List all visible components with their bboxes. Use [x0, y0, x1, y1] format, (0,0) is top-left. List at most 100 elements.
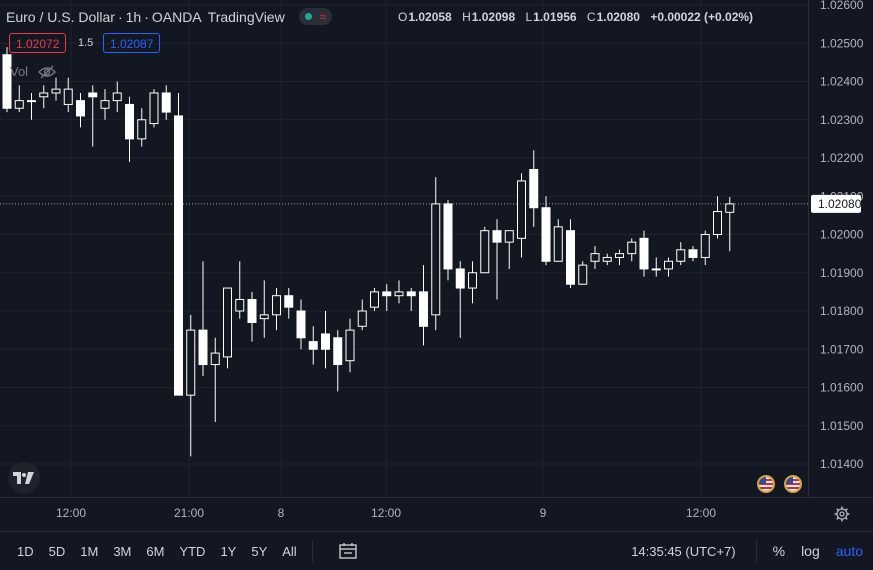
separator: ·: [144, 8, 149, 25]
market-status-pill[interactable]: ≈: [298, 8, 333, 25]
candle[interactable]: [296, 299, 306, 350]
candle[interactable]: [382, 284, 392, 311]
candle[interactable]: [615, 249, 624, 266]
candle[interactable]: [51, 77, 61, 101]
time-axis[interactable]: 12:00 21:00 8 12:00 9 12:00: [0, 497, 873, 521]
broker-label[interactable]: OANDA: [151, 8, 202, 25]
candle-body: [223, 287, 232, 358]
candle[interactable]: [480, 226, 490, 274]
eye-off-icon[interactable]: [38, 65, 56, 79]
range-button-ytd[interactable]: YTD: [179, 543, 206, 559]
time-tick-label: 12:00: [56, 506, 86, 520]
timezone-clock[interactable]: 14:35:45 (UTC+7): [631, 543, 736, 559]
candle[interactable]: [76, 92, 85, 128]
range-button-3m[interactable]: 3M: [113, 543, 132, 559]
candle[interactable]: [529, 150, 539, 227]
candle[interactable]: [651, 257, 661, 277]
symbol-header[interactable]: Euro / U.S. Dollar · 1h · OANDA TradingV…: [6, 8, 333, 25]
candle[interactable]: [333, 330, 343, 392]
candle[interactable]: [112, 81, 122, 113]
candle-body: [63, 88, 73, 105]
candle[interactable]: [345, 318, 355, 373]
candle[interactable]: [174, 92, 183, 396]
range-button-all[interactable]: All: [282, 543, 297, 559]
buy-button[interactable]: 1.02087: [103, 33, 161, 53]
candle[interactable]: [725, 197, 735, 252]
candle[interactable]: [321, 311, 330, 369]
candle[interactable]: [431, 177, 441, 331]
range-button-1m[interactable]: 1M: [80, 543, 99, 559]
candle[interactable]: [566, 219, 575, 289]
range-button-1d[interactable]: 1D: [17, 543, 34, 559]
candle[interactable]: [578, 261, 588, 285]
candle[interactable]: [370, 288, 379, 311]
candle[interactable]: [308, 326, 318, 365]
price-chart[interactable]: 1.026001.025001.024001.023001.022001.021…: [0, 0, 873, 531]
us-event-flag-icon[interactable]: [784, 475, 802, 493]
symbol-name[interactable]: Euro / U.S. Dollar: [6, 8, 115, 25]
candle[interactable]: [63, 77, 73, 113]
candle[interactable]: [186, 314, 196, 457]
candle[interactable]: [39, 85, 49, 109]
price-axis[interactable]: 1.026001.025001.024001.023001.022001.021…: [808, 0, 864, 497]
auto-scale-toggle[interactable]: auto: [835, 543, 863, 559]
candle[interactable]: [2, 47, 12, 113]
candle[interactable]: [664, 257, 673, 277]
candle[interactable]: [602, 253, 612, 266]
volume-legend[interactable]: Vol: [10, 64, 56, 79]
candle[interactable]: [688, 245, 698, 262]
tradingview-logo[interactable]: [8, 462, 40, 494]
candle[interactable]: [517, 173, 526, 258]
candle[interactable]: [504, 230, 514, 269]
candle[interactable]: [198, 261, 208, 377]
candle[interactable]: [149, 89, 159, 128]
candle[interactable]: [137, 108, 147, 147]
candle[interactable]: [272, 288, 281, 331]
candle[interactable]: [284, 288, 294, 319]
candle[interactable]: [14, 85, 24, 113]
candle[interactable]: [627, 238, 637, 262]
range-button-5d[interactable]: 5D: [48, 543, 66, 559]
us-event-flag-icon[interactable]: [757, 475, 775, 493]
candle[interactable]: [161, 85, 171, 120]
candle[interactable]: [357, 299, 367, 331]
candle-body: [247, 299, 257, 323]
candle[interactable]: [541, 196, 551, 266]
candle[interactable]: [223, 287, 232, 369]
candle[interactable]: [639, 230, 649, 277]
range-button-6m[interactable]: 6M: [146, 543, 165, 559]
candle[interactable]: [235, 261, 245, 319]
candle[interactable]: [443, 200, 453, 281]
candle-body: [27, 100, 36, 103]
candle[interactable]: [713, 196, 722, 239]
candle[interactable]: [455, 261, 465, 338]
candle[interactable]: [406, 288, 416, 311]
candle[interactable]: [210, 337, 220, 422]
candle[interactable]: [590, 245, 600, 269]
candle[interactable]: [247, 291, 257, 342]
candle[interactable]: [125, 96, 134, 162]
candle[interactable]: [419, 265, 428, 346]
candle[interactable]: [468, 261, 477, 304]
candle[interactable]: [676, 242, 686, 266]
chart-settings-gear-icon[interactable]: [834, 506, 850, 522]
candle-body: [419, 291, 428, 327]
sell-button[interactable]: 1.02072: [9, 33, 67, 53]
candle[interactable]: [394, 280, 404, 304]
candle[interactable]: [700, 230, 710, 266]
candle-body: [296, 310, 306, 339]
candle[interactable]: [88, 85, 98, 147]
interval-label[interactable]: 1h: [125, 8, 142, 25]
open-value: 1.02058: [408, 10, 452, 24]
range-button-5y[interactable]: 5Y: [251, 543, 268, 559]
candle[interactable]: [492, 219, 502, 300]
range-button-1y[interactable]: 1Y: [220, 543, 237, 559]
candle[interactable]: [27, 92, 36, 120]
date-range-calendar-icon[interactable]: [339, 543, 357, 559]
candle[interactable]: [259, 280, 269, 338]
candle[interactable]: [100, 89, 110, 120]
log-scale-toggle[interactable]: log: [801, 543, 820, 559]
candle[interactable]: [553, 219, 563, 262]
chart-grid: [0, 0, 808, 497]
percent-scale-toggle[interactable]: %: [772, 543, 786, 559]
